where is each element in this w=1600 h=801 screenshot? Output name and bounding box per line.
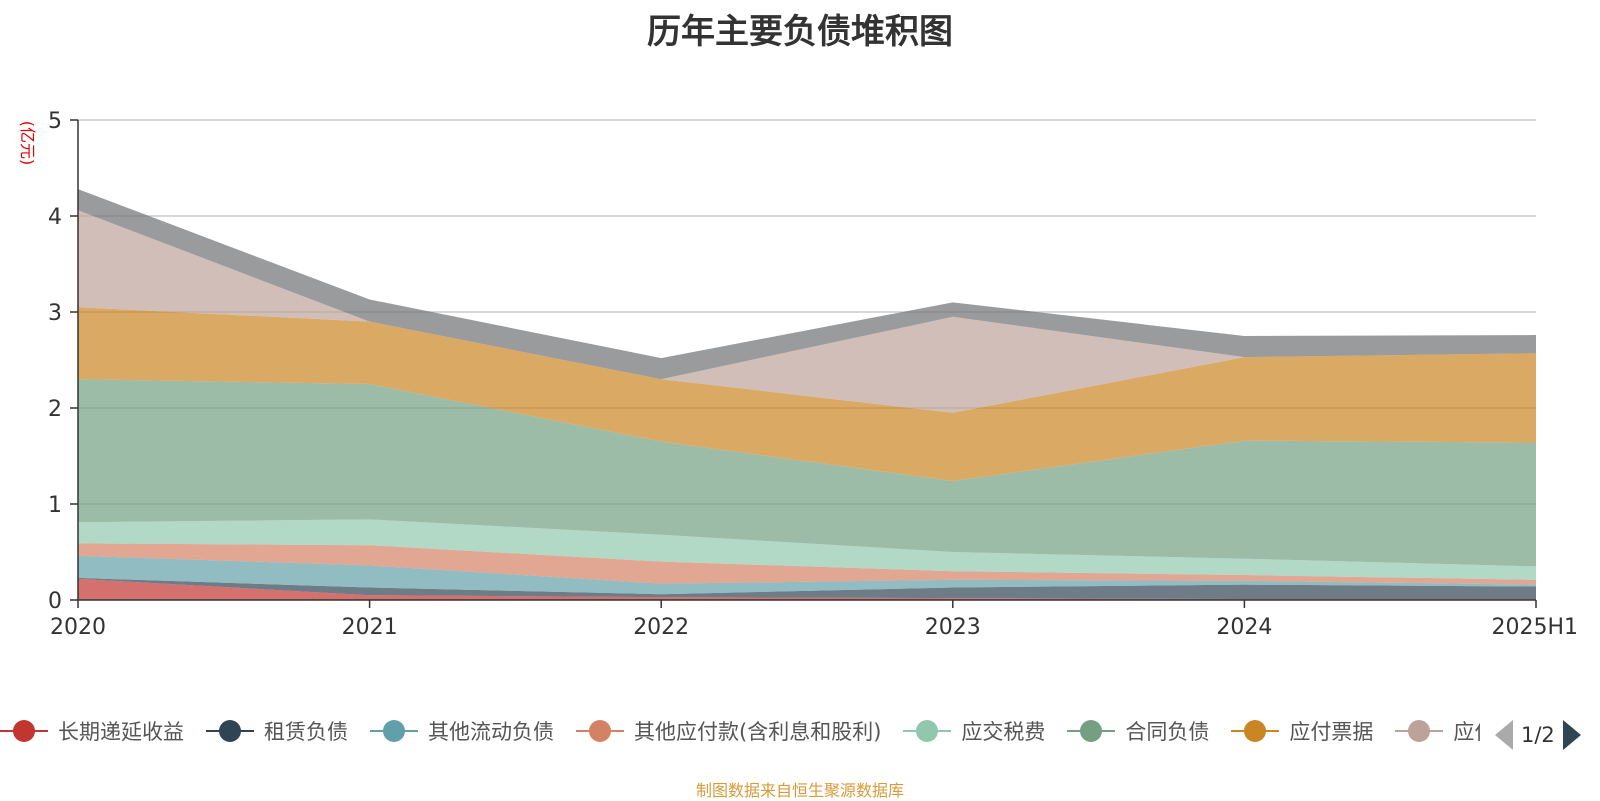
legend-label: 租赁负债 [264,720,348,744]
legend-prev-icon[interactable] [1495,720,1513,750]
y-tick-label: 4 [48,205,62,230]
area-series[interactable] [78,189,1536,380]
y-tick-label: 0 [48,589,62,614]
area-series[interactable] [78,210,1536,413]
legend-item[interactable]: 应付票据 [1231,716,1373,746]
x-tick-label: 2025H1 [1491,615,1578,640]
legend-item[interactable]: 应交税费 [903,716,1045,746]
x-tick-label: 2024 [1216,615,1272,640]
y-tick-label: 1 [48,493,62,518]
x-tick-label: 2021 [342,615,398,640]
legend-item[interactable]: 租赁负债 [206,716,348,746]
x-tick-label: 2020 [50,615,106,640]
legend-item[interactable]: 应付账款 [1395,716,1480,746]
stacked-areas [78,189,1536,600]
legend-label: 应交税费 [961,720,1046,744]
legend-marker-icon [0,719,48,743]
y-axis-label: (亿元) [18,121,37,166]
area-series[interactable] [78,578,1536,600]
y-tick-label: 3 [48,301,62,326]
y-tick-label: 2 [48,397,62,422]
source-note: 制图数据来自恒生聚源数据库 [695,781,904,800]
legend-marker-icon [370,719,418,743]
legend-marker-icon [903,719,952,743]
area-series[interactable] [78,555,1536,595]
legend-pager: 1/2 [1495,718,1600,752]
legend-label: 合同负债 [1125,720,1210,744]
legend-marker-icon [206,719,254,743]
area-series[interactable] [78,577,1536,600]
legend-marker-icon [1395,719,1444,743]
x-tick-label: 2022 [633,615,689,640]
area-series[interactable] [78,379,1536,567]
chart-title: 历年主要负债堆积图 [647,12,953,52]
legend-label: 其他应付款(含利息和股利) [634,720,882,744]
legend-label: 长期递延收益 [58,720,184,744]
area-series[interactable] [78,307,1536,481]
legend-label: 其他流动负债 [428,720,554,744]
legend-marker-icon [1067,719,1116,743]
legend-label: 应付账款 [1453,720,1480,744]
legend: 长期递延收益 租赁负债 其他流动负债 其他应付款(含利息和股利) 应交税费 合同负债 应付票… [0,716,1480,752]
legend-label: 应付票据 [1289,720,1374,744]
legend-item[interactable]: 长期递延收益 [0,716,184,746]
legend-marker-icon [1231,719,1280,743]
axes: 0 1 2 3 4 5 2020 2021 2022 2023 2024 2025H1 [48,109,1578,640]
legend-item[interactable]: 合同负债 [1067,716,1209,746]
area-series[interactable] [78,543,1536,585]
legend-item[interactable]: 其他流动负债 [370,716,554,746]
x-tick-label: 2023 [925,615,981,640]
legend-page-indicator: 1/2 [1521,723,1555,747]
legend-next-icon[interactable] [1562,720,1581,750]
y-tick-label: 5 [48,109,62,134]
legend-item[interactable]: 其他应付款(含利息和股利) [576,716,881,746]
area-series[interactable] [78,519,1536,580]
legend-marker-icon [576,719,624,743]
